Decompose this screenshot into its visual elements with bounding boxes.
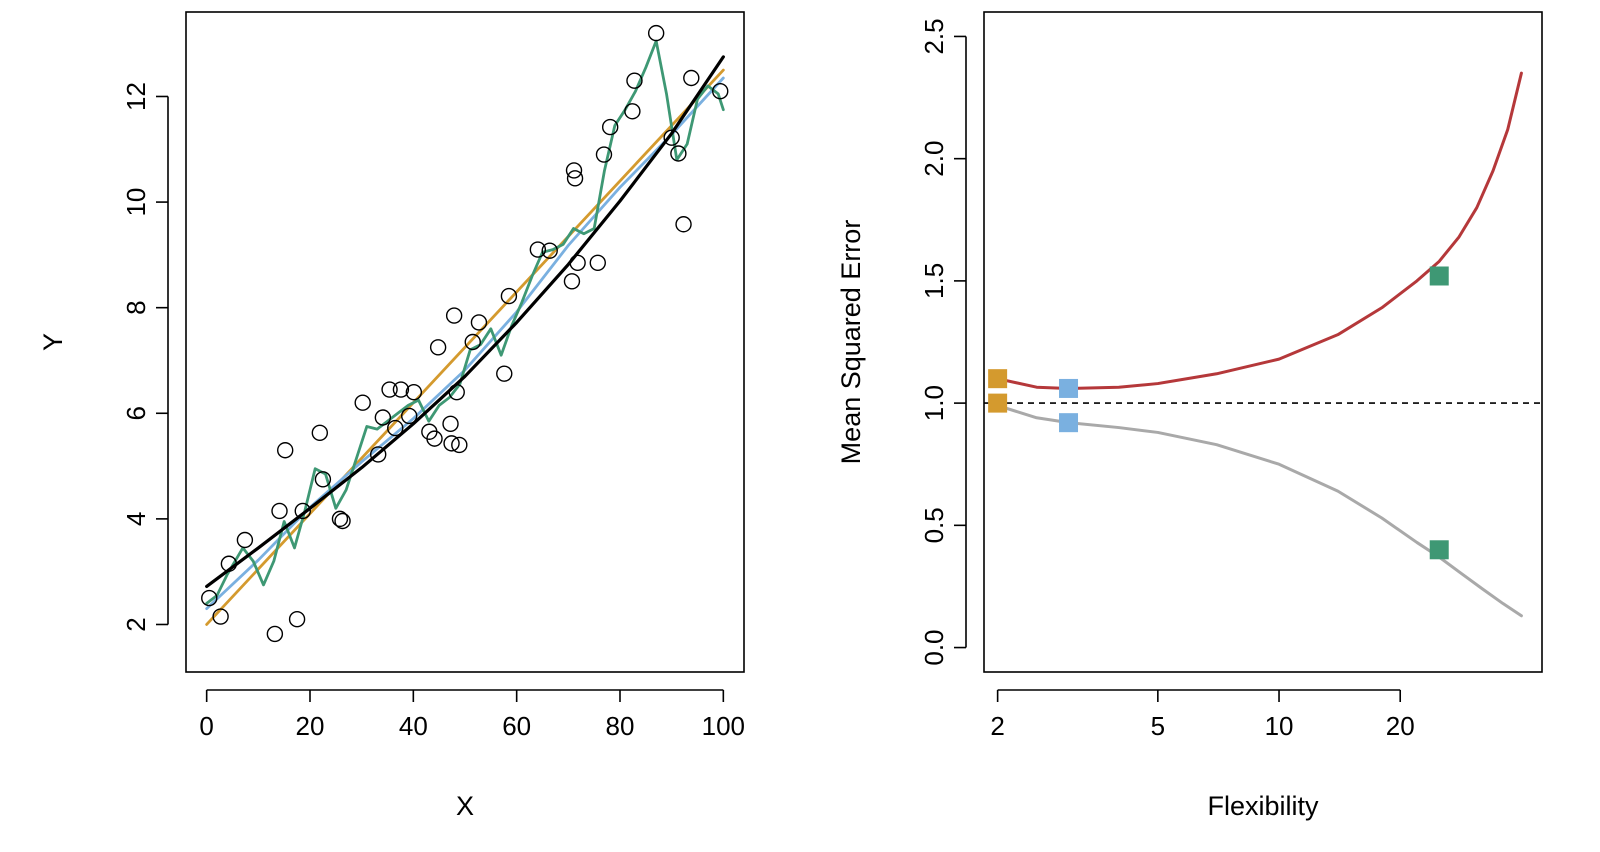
- data-point: [647, 24, 665, 42]
- data-point: [236, 531, 254, 549]
- data-point: [442, 415, 459, 433]
- data-point: [541, 242, 558, 259]
- y-axis: 0.0 0.5 1.0 1.5 2.0 2.5: [919, 18, 967, 666]
- x-tick-label: 10: [1265, 711, 1294, 741]
- data-point: [595, 146, 613, 163]
- data-point: [288, 611, 306, 628]
- y-axis-title: Y: [38, 333, 68, 351]
- data-points: [201, 24, 729, 643]
- fit-line-0: [205, 55, 725, 589]
- x-tick-label: 40: [399, 711, 428, 741]
- flexibility-marker: [1059, 413, 1079, 433]
- data-point: [212, 608, 229, 625]
- data-point: [670, 145, 687, 162]
- flexibility-marker: [1429, 540, 1449, 560]
- data-point: [589, 254, 606, 271]
- flexibility-markers: [988, 266, 1449, 560]
- x-tick-label: 5: [1151, 711, 1165, 741]
- x-tick-label: 20: [296, 711, 325, 741]
- data-point: [675, 216, 692, 233]
- data-point: [354, 394, 371, 411]
- data-point: [331, 510, 349, 528]
- y-tick-label: 1.0: [919, 385, 949, 421]
- data-point: [451, 436, 468, 454]
- x-axis-title: X: [456, 791, 474, 821]
- x-tick-label: 100: [702, 711, 745, 741]
- y-tick-label: 8: [121, 300, 151, 314]
- data-point: [601, 118, 619, 136]
- test-mse-curve: [996, 71, 1523, 390]
- y-tick-label: 2: [121, 617, 151, 631]
- x-tick-label: 80: [606, 711, 635, 741]
- data-point: [311, 424, 329, 442]
- y-tick-label: 12: [121, 82, 151, 111]
- data-point: [500, 287, 518, 305]
- data-point: [683, 69, 700, 87]
- x-tick-label: 20: [1386, 711, 1415, 741]
- data-point: [401, 407, 418, 425]
- y-tick-label: 10: [121, 188, 151, 217]
- data-point: [565, 162, 583, 179]
- data-point: [443, 435, 460, 452]
- flexibility-marker: [988, 393, 1008, 413]
- fit-lines: [205, 39, 725, 626]
- x-axis: 2 5 10 20: [990, 689, 1415, 741]
- data-point: [529, 241, 547, 258]
- flexibility-marker: [1059, 378, 1079, 398]
- data-point: [381, 381, 398, 398]
- data-point: [266, 625, 284, 643]
- data-point: [569, 254, 586, 271]
- data-point: [220, 555, 238, 572]
- data-point: [563, 273, 581, 290]
- y-tick-label: 0.5: [919, 507, 949, 543]
- flexibility-marker: [1429, 266, 1449, 286]
- y-axis: 2 4 6 8 10 12: [121, 82, 169, 632]
- data-point: [663, 129, 680, 146]
- data-point: [448, 383, 465, 401]
- x-tick-label: 0: [199, 711, 213, 741]
- y-axis-title: Mean Squared Error: [836, 220, 866, 465]
- fit-line-3: [205, 39, 725, 605]
- data-point: [271, 502, 288, 520]
- scatter-panel: 0 20 40 60 80 100 2 4 6 8 10 12 X Y: [38, 11, 745, 821]
- flexibility-marker: [988, 369, 1008, 389]
- data-point: [294, 502, 311, 520]
- data-point: [429, 339, 447, 356]
- mse-panel: 2 5 10 20 0.0 0.5 1.0 1.5 2.0 2.5 Flexibility Me…: [836, 11, 1543, 821]
- y-tick-label: 2.5: [919, 18, 949, 54]
- data-point: [470, 314, 488, 331]
- x-tick-label: 2: [990, 711, 1004, 741]
- data-point: [387, 419, 404, 437]
- data-point: [712, 82, 729, 100]
- plot-frame: [983, 11, 1543, 673]
- x-tick-label: 60: [502, 711, 531, 741]
- y-tick-label: 0.0: [919, 629, 949, 665]
- data-point: [370, 446, 387, 463]
- data-point: [626, 72, 643, 89]
- training-mse-curve: [996, 404, 1523, 618]
- y-tick-label: 6: [121, 406, 151, 420]
- data-point: [334, 512, 351, 530]
- fit-line-1: [205, 68, 725, 626]
- data-point: [374, 409, 392, 426]
- data-point: [277, 442, 294, 459]
- plot-frame: [185, 11, 745, 673]
- data-point: [392, 381, 410, 398]
- data-point: [624, 103, 641, 120]
- mse-curves: [996, 71, 1523, 618]
- data-point: [201, 589, 218, 607]
- y-tick-label: 1.5: [919, 263, 949, 299]
- y-tick-label: 2.0: [919, 141, 949, 177]
- data-point: [496, 365, 513, 382]
- data-point: [314, 471, 332, 488]
- x-axis-title: Flexibility: [1207, 791, 1319, 821]
- data-point: [445, 307, 463, 324]
- data-point: [405, 383, 423, 401]
- data-point: [566, 170, 584, 187]
- x-axis: 0 20 40 60 80 100: [199, 689, 745, 741]
- data-point: [426, 430, 443, 447]
- y-tick-label: 4: [121, 512, 151, 526]
- data-point: [464, 333, 481, 351]
